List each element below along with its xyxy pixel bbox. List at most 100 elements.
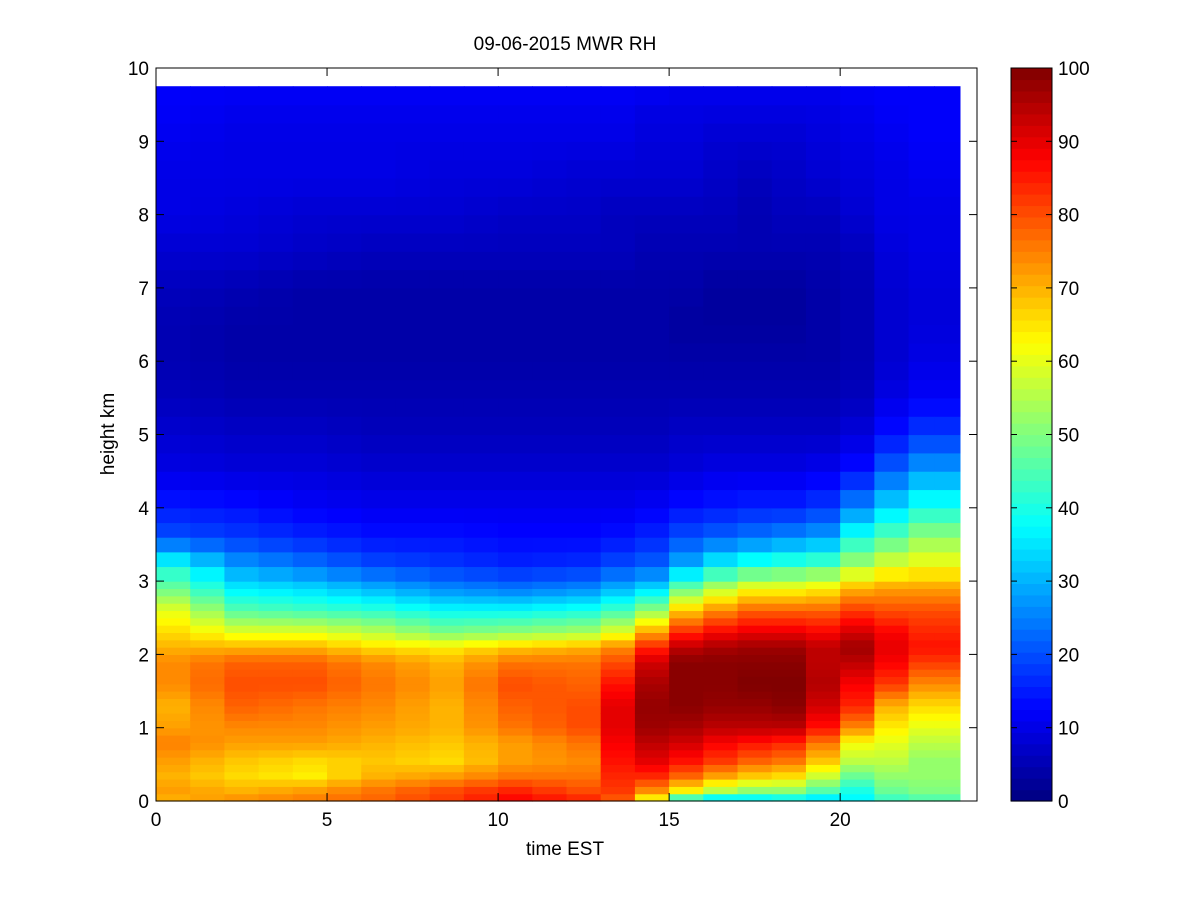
heatmap-cell	[327, 324, 362, 344]
heatmap-cell	[327, 361, 362, 381]
heatmap-cell	[908, 214, 935, 234]
heatmap-cell	[429, 661, 465, 670]
heatmap-cell	[156, 779, 191, 787]
heatmap-cell	[224, 306, 260, 326]
heatmap-cell	[669, 793, 704, 802]
heatmap-cell	[224, 617, 260, 626]
heatmap-cell	[190, 434, 226, 454]
heatmap-cell	[737, 639, 773, 648]
heatmap-cell	[190, 232, 226, 252]
heatmap-cell	[908, 588, 935, 597]
heatmap-cell	[258, 698, 294, 707]
heatmap-cell	[190, 159, 226, 179]
heatmap-cell	[429, 537, 465, 553]
heatmap-cell	[771, 705, 807, 714]
heatmap-cell	[771, 141, 807, 161]
heatmap-cell	[463, 471, 499, 491]
heatmap-cell	[463, 537, 499, 553]
heatmap-cell	[600, 757, 636, 765]
heatmap-cell	[463, 793, 499, 802]
colorbar-swatch	[1011, 274, 1052, 287]
heatmap-cell	[634, 452, 670, 472]
heatmap-cell	[566, 661, 602, 670]
colorbar-swatch	[1011, 90, 1052, 103]
heatmap-cell	[532, 793, 568, 802]
heatmap-cell	[156, 522, 191, 538]
heatmap-cell	[395, 566, 431, 582]
heatmap-cell	[703, 749, 739, 758]
heatmap-cell	[669, 786, 704, 795]
heatmap-cell	[463, 676, 499, 685]
heatmap-cell	[771, 397, 807, 417]
heatmap-cell	[532, 434, 568, 454]
heatmap-cell	[395, 507, 431, 524]
heatmap-cell	[771, 720, 807, 729]
heatmap-cell	[327, 595, 362, 604]
heatmap-cell	[908, 522, 935, 538]
heatmap-cell	[156, 306, 191, 326]
heatmap-cell	[737, 793, 773, 802]
heatmap-cell	[874, 595, 910, 604]
heatmap-cell	[634, 177, 670, 197]
heatmap-cell	[908, 232, 935, 252]
heatmap-cell	[771, 742, 807, 751]
heatmap-cell	[934, 764, 961, 773]
heatmap-cell	[703, 141, 739, 161]
heatmap-cell	[934, 522, 961, 538]
heatmap-cell	[840, 379, 875, 399]
heatmap-cell	[908, 691, 935, 699]
heatmap-cell	[429, 86, 465, 87]
heatmap-cell	[190, 379, 226, 399]
heatmap-cell	[156, 86, 191, 87]
heatmap-cell	[703, 104, 739, 124]
heatmap-cell	[908, 269, 935, 289]
heatmap-cell	[805, 251, 841, 271]
heatmap-cell	[395, 86, 431, 106]
heatmap-cell	[498, 379, 533, 399]
heatmap-cell	[361, 159, 397, 179]
heatmap-cell	[224, 324, 260, 344]
heatmap-cell	[190, 683, 226, 692]
heatmap-cell	[737, 698, 773, 707]
heatmap-cell	[361, 632, 397, 641]
heatmap-cell	[908, 779, 935, 787]
heatmap-cell	[703, 537, 739, 553]
heatmap-cell	[361, 214, 397, 234]
heatmap-cell	[600, 639, 636, 648]
heatmap-cell	[908, 196, 935, 216]
heatmap-cell	[292, 214, 328, 234]
heatmap-cell	[669, 749, 704, 758]
heatmap-cell	[327, 676, 362, 685]
heatmap-cell	[874, 691, 910, 699]
heatmap-cell	[840, 610, 875, 619]
heatmap-cell	[600, 141, 636, 161]
heatmap-cell	[934, 434, 961, 454]
heatmap-cell	[934, 771, 961, 780]
heatmap-cell	[463, 654, 499, 663]
heatmap-cell	[361, 397, 397, 417]
heatmap-cell	[737, 757, 773, 765]
heatmap-cell	[224, 416, 260, 436]
heatmap-cell	[463, 742, 499, 751]
heatmap-cell	[771, 713, 807, 721]
heatmap-cell	[737, 306, 773, 326]
heatmap-cell	[634, 287, 670, 307]
heatmap-cell	[327, 617, 362, 626]
heatmap-cell	[771, 342, 807, 362]
heatmap-cell	[634, 647, 670, 655]
heatmap-cell	[361, 196, 397, 216]
heatmap-cell	[156, 625, 191, 634]
heatmap-cell	[805, 86, 841, 87]
heatmap-cell	[566, 581, 602, 590]
heatmap-cell	[429, 603, 465, 612]
heatmap-cell	[463, 786, 499, 795]
heatmap-cell	[429, 489, 465, 509]
heatmap-cell	[634, 522, 670, 538]
heatmap-cell	[463, 159, 499, 179]
heatmap-cell	[771, 779, 807, 787]
heatmap-cell	[258, 342, 294, 362]
heatmap-cell	[805, 588, 841, 597]
heatmap-cell	[463, 122, 499, 142]
heatmap-cell	[840, 691, 875, 699]
heatmap-cell	[874, 793, 910, 802]
